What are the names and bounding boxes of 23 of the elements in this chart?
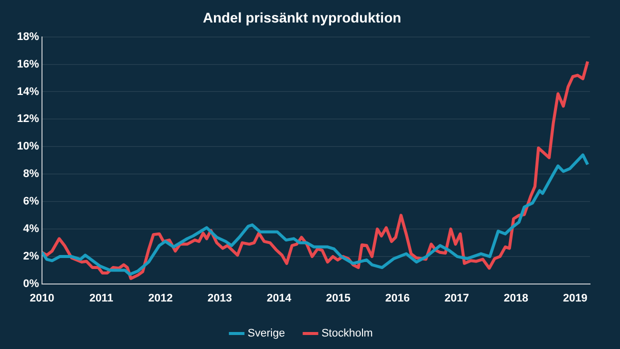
legend-label: Stockholm [321,328,373,340]
y-tick-label: 10% [16,140,40,153]
x-tick-label: 2014 [266,292,292,305]
y-tick-label: 6% [23,196,40,208]
y-tick-label: 12% [16,113,40,126]
y-tick-label: 16% [16,58,40,70]
x-tick-label: 2012 [148,292,173,305]
x-tick-label: 2016 [385,292,410,305]
y-tick-label: 8% [23,168,40,180]
x-tick-label: 2010 [30,292,54,305]
y-tick-label: 2% [23,250,40,263]
x-tick-label: 2013 [208,292,232,305]
chart-title: Andel prissänkt nyproduktion [202,9,402,26]
y-tick-label: 14% [16,86,40,98]
x-tick-label: 2011 [89,292,114,305]
x-tick-label: 2015 [326,292,350,305]
x-tick-label: 2018 [504,292,528,305]
x-tick-label: 2017 [444,292,469,305]
y-tick-label: 0% [23,278,40,290]
x-tick-label: 2019 [562,292,588,305]
y-tick-label: 18% [16,30,40,43]
y-tick-label: 4% [23,223,40,236]
legend-label: Sverige [248,328,285,340]
